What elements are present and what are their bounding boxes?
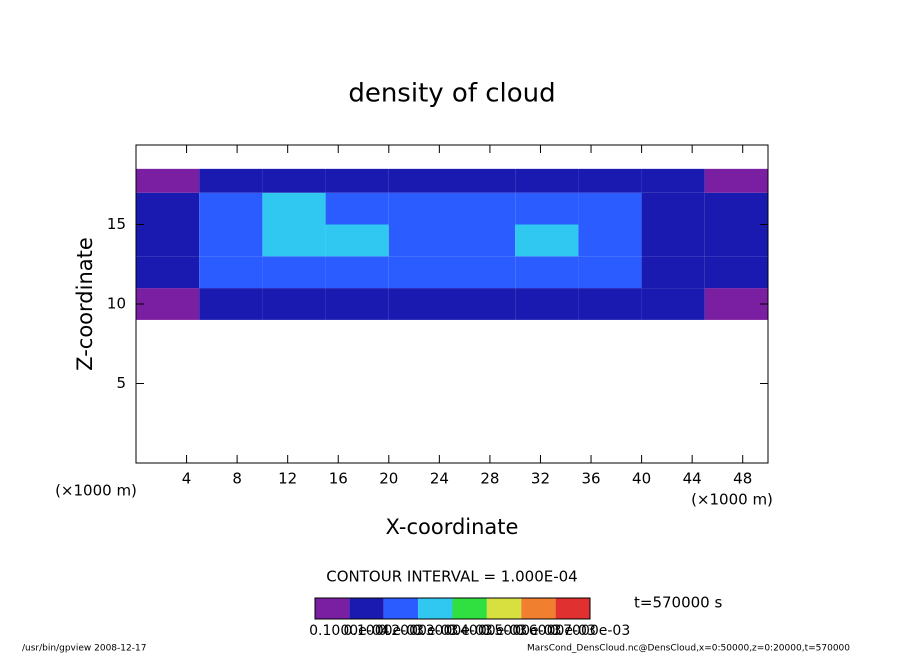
contour-interval: CONTOUR INTERVAL = 1.000E-04 xyxy=(326,568,577,586)
density-cell xyxy=(136,168,200,193)
density-cell xyxy=(262,168,326,193)
x-axis-label: X-coordinate xyxy=(386,515,519,539)
density-cell xyxy=(452,224,516,257)
density-cell xyxy=(262,192,326,225)
density-cell xyxy=(199,224,263,257)
density-cell xyxy=(199,168,263,193)
density-cell xyxy=(452,168,516,193)
density-cell xyxy=(136,288,200,320)
density-cell xyxy=(388,288,452,320)
density-cell xyxy=(641,224,705,257)
x-tick-label: 20 xyxy=(379,470,398,488)
x-tick-label: 28 xyxy=(480,470,499,488)
colorbar-swatch xyxy=(521,598,556,619)
density-cell xyxy=(704,192,768,225)
colorbar-label: 0.1000e-03 xyxy=(344,623,424,639)
density-cell xyxy=(325,256,389,289)
density-cell xyxy=(199,256,263,289)
colorbar-swatch xyxy=(383,598,419,619)
x-tick-label: 4 xyxy=(182,470,192,488)
density-cell xyxy=(136,192,200,225)
y-tick-label: 10 xyxy=(107,295,126,313)
colorbar-swatch xyxy=(418,598,453,619)
density-cell xyxy=(262,256,326,289)
density-cell xyxy=(515,192,579,225)
density-cell xyxy=(325,224,389,257)
x-unit: (×1000 m) xyxy=(691,491,773,509)
colorbar-label: 0.1000e-04 xyxy=(309,623,390,639)
density-cell xyxy=(578,256,642,289)
y-axis-label: Z-coordinate xyxy=(73,237,97,371)
density-cell xyxy=(578,224,642,257)
colorbar-swatch xyxy=(315,598,350,619)
density-cell xyxy=(452,192,516,225)
x-tick-label: 8 xyxy=(232,470,242,488)
density-cell xyxy=(199,192,263,225)
density-cell xyxy=(262,224,326,257)
density-cell xyxy=(515,288,579,320)
colorbar-swatch xyxy=(452,598,487,619)
density-cell xyxy=(388,224,452,257)
colorbar-swatch xyxy=(486,598,522,619)
y-tick-label: 15 xyxy=(107,215,126,233)
x-tick-label: 36 xyxy=(581,470,600,488)
colorbar-label: 0.5000e-03 xyxy=(481,623,561,639)
density-cell xyxy=(641,256,705,289)
x-tick-label: 48 xyxy=(733,470,752,488)
density-cell xyxy=(262,288,326,320)
density-cell xyxy=(452,256,516,289)
x-tick-label: 24 xyxy=(430,470,449,488)
density-cell xyxy=(136,256,200,289)
colorbar-frame xyxy=(314,597,591,620)
colorbar-label: 0.2000e-03 xyxy=(378,623,458,639)
colorbar-label: 0.6000e-03 xyxy=(515,623,595,639)
density-cell xyxy=(704,256,768,289)
density-cell xyxy=(199,288,263,320)
density-cell xyxy=(325,168,389,193)
colorbar-label: 0.4000e-03 xyxy=(447,623,527,639)
colorbar-swatch xyxy=(555,598,590,619)
colorbar-swatch xyxy=(349,598,384,619)
density-cell xyxy=(641,168,705,193)
x-tick-label: 44 xyxy=(683,470,702,488)
density-cell xyxy=(704,168,768,193)
density-cell xyxy=(515,224,579,257)
density-cell xyxy=(704,224,768,257)
chart-title: density of cloud xyxy=(348,79,555,109)
density-cell xyxy=(578,288,642,320)
density-cell xyxy=(515,168,579,193)
density-cell xyxy=(515,256,579,289)
density-cell xyxy=(325,192,389,225)
density-cell xyxy=(325,288,389,320)
y-unit: (×1000 m) xyxy=(55,482,137,500)
footer-right: MarsCond_DensCloud.nc@DensCloud,x=0:5000… xyxy=(527,644,850,654)
density-cell xyxy=(452,288,516,320)
y-tick-label: 5 xyxy=(116,374,126,392)
colorbar-label: 0.3000e-03 xyxy=(412,623,492,639)
x-tick-label: 40 xyxy=(632,470,651,488)
density-cell xyxy=(578,168,642,193)
footer-left: /usr/bin/gpview 2008-12-17 xyxy=(22,644,146,654)
density-cell xyxy=(578,192,642,225)
x-tick-label: 16 xyxy=(329,470,348,488)
time-label: t=570000 s xyxy=(634,594,722,612)
x-tick-label: 32 xyxy=(531,470,550,488)
density-cell xyxy=(641,192,705,225)
x-tick-label: 12 xyxy=(278,470,297,488)
density-cell xyxy=(704,288,768,320)
density-cell xyxy=(388,192,452,225)
density-cell xyxy=(641,288,705,320)
colorbar-label: 0.7000e-03 xyxy=(550,623,630,639)
density-cell xyxy=(388,256,452,289)
density-cell xyxy=(388,168,452,193)
density-cell xyxy=(136,224,200,257)
